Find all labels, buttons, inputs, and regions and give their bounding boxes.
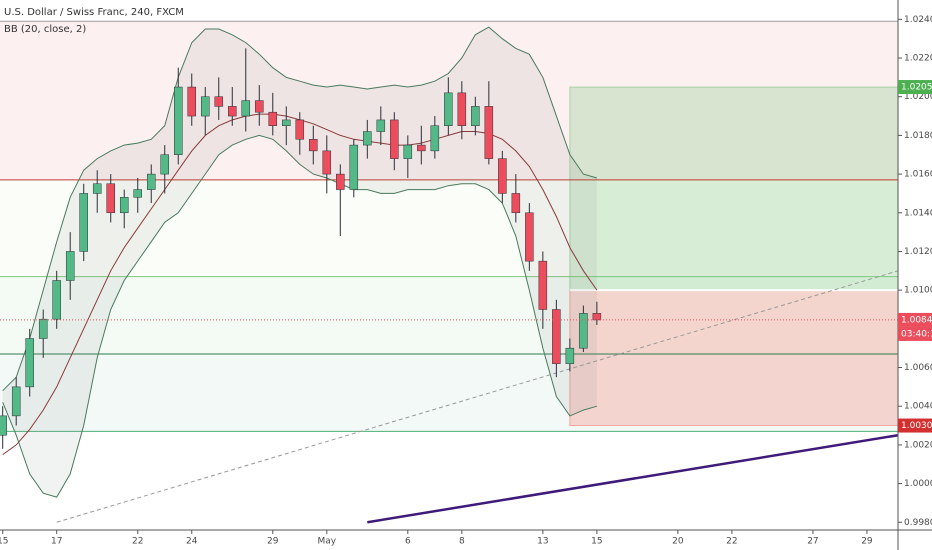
last-price-tag: 1.00846 <box>901 315 932 325</box>
candle-body <box>417 144 426 152</box>
candle-body <box>25 338 34 388</box>
stop-tag-bg <box>898 418 932 433</box>
candle-body <box>38 318 48 339</box>
candle-body <box>376 119 386 132</box>
candle-body <box>444 92 453 126</box>
candle-body <box>173 86 183 155</box>
trendline <box>56 270 899 523</box>
candle-body <box>592 313 602 321</box>
y-tick-label: 1.01400 <box>904 208 932 218</box>
x-tick-label: 13 <box>537 537 548 547</box>
candle-body <box>52 280 61 320</box>
candle-body <box>498 158 507 194</box>
candle-body <box>214 96 224 107</box>
candle-body <box>579 313 588 349</box>
countdown-bg <box>898 326 932 341</box>
x-tick-label: 27 <box>807 537 818 547</box>
last-price-tag-bg <box>898 312 932 327</box>
target-tag-bg <box>898 80 932 95</box>
candle-body <box>11 386 21 417</box>
plot <box>0 20 899 524</box>
candle-body <box>241 100 251 117</box>
zone <box>0 353 898 432</box>
target-zone <box>569 86 899 291</box>
candle-body <box>146 173 156 190</box>
x-tick-label: 22 <box>726 537 737 547</box>
y-tick-label: 1.00200 <box>904 440 932 450</box>
countdown: 03:40:12 <box>901 329 932 339</box>
candle-body <box>336 173 345 190</box>
candle-body <box>119 197 129 214</box>
candle-body <box>322 150 332 175</box>
y-tick-label: 1.02000 <box>904 92 932 102</box>
x-tick-label: 29 <box>861 537 873 547</box>
y-tick-label: 1.02200 <box>904 54 932 64</box>
candle-body <box>295 119 305 140</box>
candle-body <box>309 139 318 152</box>
candle-body <box>268 111 278 126</box>
candle-body <box>92 183 102 194</box>
candle-body <box>160 154 169 175</box>
candle-body <box>525 212 534 262</box>
candle-body <box>390 119 399 159</box>
candle-body <box>133 189 142 198</box>
candle-body <box>552 309 561 364</box>
indicator-label: BB (20, close, 2) <box>4 24 86 35</box>
y-tick-label: 1.00400 <box>904 402 932 412</box>
y-tick-label: 1.01200 <box>904 247 932 257</box>
x-tick-label: 20 <box>672 537 684 547</box>
candle-body <box>457 92 467 126</box>
candle-body <box>471 106 480 126</box>
candle-body <box>187 86 197 117</box>
zone <box>0 179 898 277</box>
candle-body <box>538 260 548 310</box>
y-tick-label: 1.01000 <box>904 286 932 296</box>
candle-body <box>565 347 575 364</box>
y-tick-label: 1.01600 <box>904 170 932 180</box>
candle-body <box>484 106 494 159</box>
candle-body <box>0 415 7 436</box>
x-tick-label: 8 <box>459 537 465 547</box>
x-tick-label: 29 <box>267 537 279 547</box>
y-tick-label: 0.99800 <box>904 518 932 528</box>
y-tick-label: 1.00600 <box>904 363 932 373</box>
candle-body <box>106 183 115 214</box>
x-tick-label: May <box>317 537 336 547</box>
candle-body <box>403 144 413 159</box>
candle-body <box>79 193 88 252</box>
candle-body <box>282 119 291 126</box>
x-tick-label: 24 <box>186 537 198 547</box>
band-fill <box>2 27 597 498</box>
x-tick-label: 15 <box>0 537 8 547</box>
trendline <box>367 433 899 524</box>
stop-tag: 1.00300 <box>901 421 932 431</box>
y-tick-label: 1.01800 <box>904 131 932 141</box>
y-tick-label: 1.02400 <box>904 15 932 25</box>
target-tag: 1.02050 <box>901 83 932 93</box>
candle-body <box>363 131 372 146</box>
candle-body <box>430 125 440 152</box>
candle-body <box>228 106 237 117</box>
candle-body <box>349 144 359 190</box>
band-line <box>2 26 598 392</box>
x-tick-label: 17 <box>51 537 62 547</box>
y-tick-label: 1.00000 <box>904 479 932 489</box>
chart-title: U.S. Dollar / Swiss Franc, 240, FXCM <box>4 7 184 18</box>
x-tick-label: 15 <box>591 537 602 547</box>
candle-body <box>255 100 264 113</box>
candle-body <box>511 193 521 214</box>
candle-body <box>65 251 75 281</box>
band-line <box>2 134 598 498</box>
x-tick-label: 22 <box>132 537 143 547</box>
x-tick-label: 6 <box>405 537 411 547</box>
stop-zone <box>569 289 899 427</box>
candle-body <box>201 96 210 117</box>
